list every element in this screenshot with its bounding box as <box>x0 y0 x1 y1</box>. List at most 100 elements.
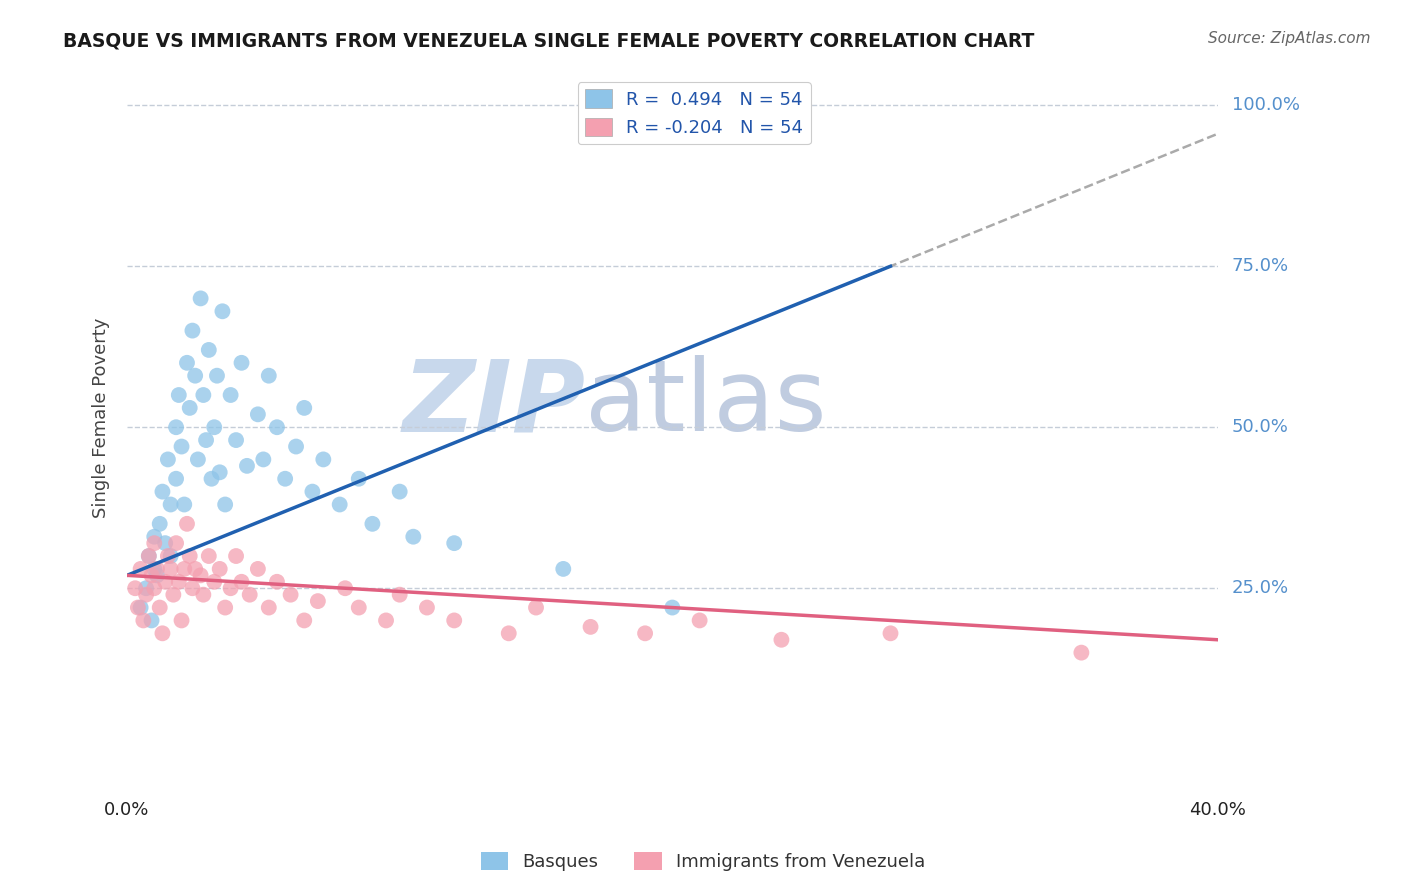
Point <box>179 549 201 563</box>
Point <box>132 614 155 628</box>
Point <box>149 516 172 531</box>
Point <box>179 401 201 415</box>
Point <box>770 632 793 647</box>
Point <box>181 324 204 338</box>
Point <box>347 600 370 615</box>
Point <box>208 562 231 576</box>
Point <box>239 588 262 602</box>
Point <box>162 588 184 602</box>
Point <box>280 588 302 602</box>
Point <box>388 484 411 499</box>
Legend: R =  0.494   N = 54, R = -0.204   N = 54: R = 0.494 N = 54, R = -0.204 N = 54 <box>578 82 811 145</box>
Point <box>193 588 215 602</box>
Point <box>143 536 166 550</box>
Point <box>231 574 253 589</box>
Text: 75.0%: 75.0% <box>1232 257 1289 276</box>
Point <box>200 472 222 486</box>
Point <box>375 614 398 628</box>
Text: 40.0%: 40.0% <box>1189 801 1246 819</box>
Legend: Basques, Immigrants from Venezuela: Basques, Immigrants from Venezuela <box>474 845 932 879</box>
Point <box>498 626 520 640</box>
Point <box>274 472 297 486</box>
Point <box>202 420 225 434</box>
Point <box>225 549 247 563</box>
Point <box>347 472 370 486</box>
Point <box>187 452 209 467</box>
Point <box>156 549 179 563</box>
Text: 100.0%: 100.0% <box>1232 96 1299 114</box>
Point <box>198 343 221 357</box>
Point <box>443 614 465 628</box>
Point <box>292 401 315 415</box>
Point <box>333 581 356 595</box>
Point <box>184 562 207 576</box>
Point <box>246 408 269 422</box>
Point <box>312 452 335 467</box>
Point <box>246 562 269 576</box>
Point <box>225 433 247 447</box>
Point <box>173 498 195 512</box>
Point <box>146 568 169 582</box>
Text: 25.0%: 25.0% <box>1232 579 1289 598</box>
Point <box>301 484 323 499</box>
Point <box>219 581 242 595</box>
Point <box>443 536 465 550</box>
Point <box>214 600 236 615</box>
Point <box>266 420 288 434</box>
Point <box>361 516 384 531</box>
Point <box>266 574 288 589</box>
Point <box>252 452 274 467</box>
Text: Source: ZipAtlas.com: Source: ZipAtlas.com <box>1208 31 1371 46</box>
Point <box>138 549 160 563</box>
Point <box>205 368 228 383</box>
Point <box>634 626 657 640</box>
Point <box>219 388 242 402</box>
Point <box>167 388 190 402</box>
Point <box>195 433 218 447</box>
Point <box>159 549 181 563</box>
Point <box>176 356 198 370</box>
Point <box>129 562 152 576</box>
Text: atlas: atlas <box>585 355 827 452</box>
Point <box>193 388 215 402</box>
Point <box>231 356 253 370</box>
Point <box>127 600 149 615</box>
Point <box>176 516 198 531</box>
Point <box>135 581 157 595</box>
Point <box>143 562 166 576</box>
Point <box>167 574 190 589</box>
Point <box>208 465 231 479</box>
Point <box>579 620 602 634</box>
Point <box>524 600 547 615</box>
Y-axis label: Single Female Poverty: Single Female Poverty <box>93 318 110 517</box>
Point <box>143 581 166 595</box>
Text: ZIP: ZIP <box>402 355 585 452</box>
Point <box>292 614 315 628</box>
Point <box>190 568 212 582</box>
Point <box>159 562 181 576</box>
Point <box>184 368 207 383</box>
Point <box>141 614 163 628</box>
Point <box>165 536 187 550</box>
Point <box>198 549 221 563</box>
Point <box>170 440 193 454</box>
Point <box>181 581 204 595</box>
Point <box>153 574 176 589</box>
Point <box>141 568 163 582</box>
Point <box>1070 646 1092 660</box>
Point <box>143 530 166 544</box>
Point <box>236 458 259 473</box>
Text: BASQUE VS IMMIGRANTS FROM VENEZUELA SINGLE FEMALE POVERTY CORRELATION CHART: BASQUE VS IMMIGRANTS FROM VENEZUELA SING… <box>63 31 1035 50</box>
Point <box>129 600 152 615</box>
Point <box>190 292 212 306</box>
Point <box>165 472 187 486</box>
Point <box>257 600 280 615</box>
Point <box>170 614 193 628</box>
Point <box>388 588 411 602</box>
Point <box>159 498 181 512</box>
Point <box>211 304 233 318</box>
Point <box>329 498 352 512</box>
Point <box>153 536 176 550</box>
Point <box>285 440 308 454</box>
Point <box>152 626 174 640</box>
